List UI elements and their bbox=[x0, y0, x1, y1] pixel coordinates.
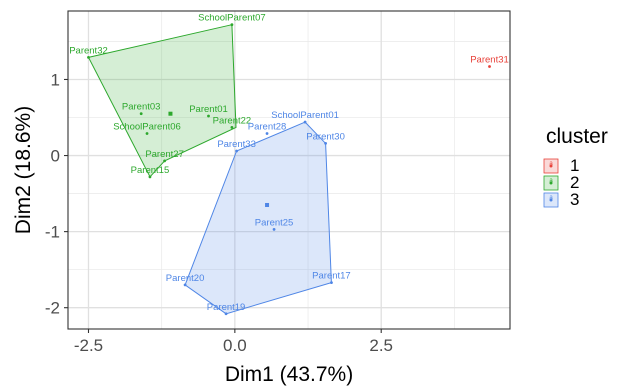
point-label: Parent03 bbox=[122, 102, 161, 113]
data-point bbox=[265, 132, 269, 135]
legend-key-glyph: a bbox=[549, 161, 553, 167]
legend-key-glyph: a bbox=[549, 178, 553, 184]
point-label: Parent01 bbox=[189, 104, 228, 115]
point-label: Parent17 bbox=[312, 271, 351, 282]
cluster-3-centroid bbox=[265, 202, 270, 207]
data-point bbox=[303, 120, 307, 124]
point-label: Parent30 bbox=[306, 131, 345, 142]
legend-key-glyph: a bbox=[549, 195, 553, 201]
data-point bbox=[272, 227, 276, 231]
cluster-2-centroid bbox=[168, 111, 173, 116]
x-tick-label: 0.0 bbox=[223, 336, 247, 355]
y-axis-title: Dim2 (18.6%) bbox=[12, 106, 35, 234]
point-label: Parent25 bbox=[255, 217, 294, 228]
y-tick-label: 1 bbox=[51, 70, 60, 89]
legend-key-point bbox=[549, 181, 553, 185]
point-label: Parent28 bbox=[248, 121, 287, 132]
legend-label-1: 1 bbox=[570, 156, 579, 175]
point-label: Parent33 bbox=[217, 139, 256, 150]
y-tick-label: -1 bbox=[45, 223, 60, 242]
legend-label-2: 2 bbox=[570, 173, 579, 192]
point-label: Parent32 bbox=[69, 45, 108, 56]
point-label: Parent22 bbox=[213, 115, 252, 126]
data-point bbox=[87, 56, 90, 59]
x-axis-title: Dim1 (43.7%) bbox=[225, 363, 353, 386]
x-tick-label: -2.5 bbox=[74, 336, 103, 355]
legend-label-3: 3 bbox=[570, 190, 579, 209]
data-point bbox=[324, 141, 327, 145]
point-label: Parent15 bbox=[131, 165, 170, 176]
x-tick-label: 2.5 bbox=[369, 336, 393, 355]
legend-key-point bbox=[549, 198, 553, 202]
data-point bbox=[330, 281, 333, 284]
cluster-2-hull bbox=[87, 24, 237, 178]
data-point bbox=[235, 149, 239, 153]
y-tick-label: -2 bbox=[45, 299, 60, 318]
point-label: Parent20 bbox=[166, 273, 205, 284]
legend-key-point bbox=[549, 164, 553, 168]
data-point bbox=[139, 112, 143, 116]
data-point bbox=[488, 65, 491, 68]
point-label: Parent27 bbox=[145, 149, 184, 160]
plot-panel bbox=[68, 11, 510, 329]
data-point bbox=[148, 175, 152, 179]
data-point bbox=[230, 125, 234, 129]
point-label: Parent31 bbox=[470, 55, 509, 66]
point-label: SchoolParent06 bbox=[113, 121, 181, 132]
legend-title: cluster bbox=[546, 125, 608, 148]
point-label: SchoolParent07 bbox=[198, 13, 266, 24]
point-label: Parent19 bbox=[207, 302, 246, 313]
data-point bbox=[207, 114, 210, 118]
y-tick-label: 0 bbox=[51, 147, 60, 166]
data-point bbox=[183, 283, 187, 287]
data-point bbox=[224, 312, 228, 316]
data-point bbox=[230, 23, 234, 27]
panel-border bbox=[67, 10, 511, 330]
data-point bbox=[163, 159, 166, 163]
point-label: SchoolParent01 bbox=[271, 110, 339, 121]
data-point bbox=[145, 132, 149, 135]
